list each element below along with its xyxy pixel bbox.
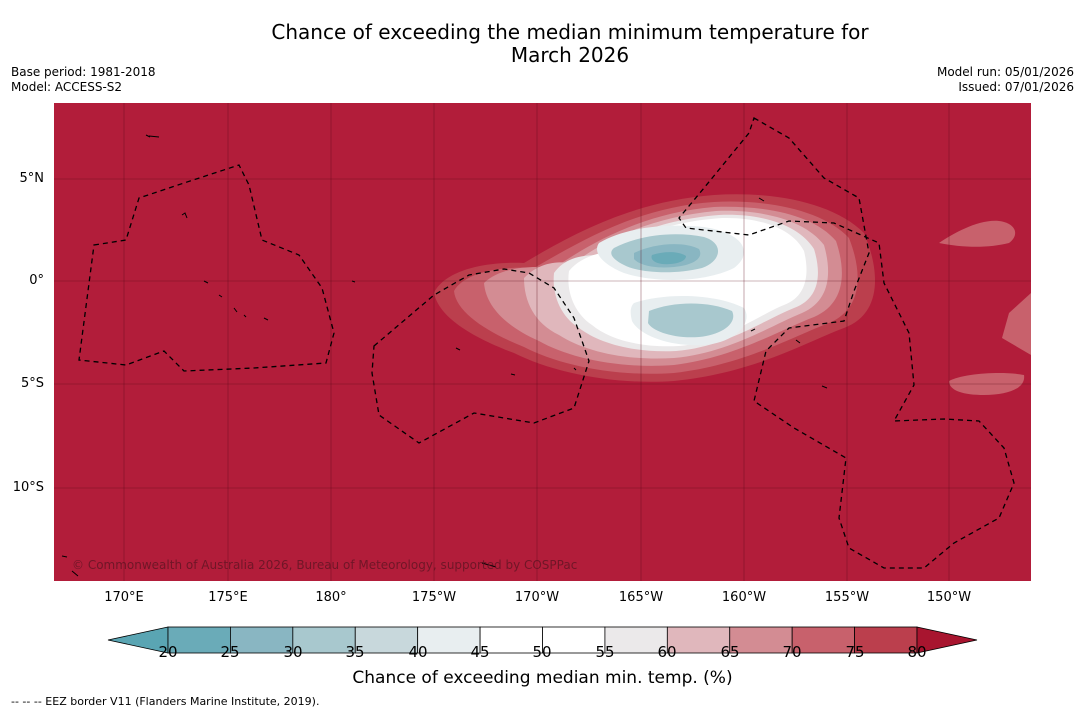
contour-20	[651, 252, 686, 265]
base-period-text: Base period: 1981-2018	[11, 65, 156, 79]
island-fragment	[61, 134, 828, 577]
lon-label-170e: 170°E	[104, 590, 144, 605]
model-run-text: Model run: 05/01/2026	[936, 65, 1074, 79]
colorbar-cell	[354, 626, 419, 654]
lon-label-155w: 155°W	[824, 590, 870, 605]
eez-borders	[78, 117, 1015, 569]
eez-border-tokelau	[371, 268, 590, 444]
map-panel: © Commonwealth of Australia 2026, Bureau…	[54, 103, 1031, 581]
lat-label-5n: 5°N	[19, 171, 45, 186]
lon-label-165w: 165°W	[618, 590, 664, 605]
lat-label-0: 0°	[29, 273, 44, 288]
colorbar-cell	[479, 626, 543, 654]
issued-text: Issued: 07/01/2026	[958, 80, 1074, 94]
colorbar-cell	[417, 626, 481, 654]
colorbar-cell	[666, 626, 731, 654]
colorbar-tick-50: 50	[532, 643, 552, 661]
colorbar-tick-20: 20	[158, 643, 178, 661]
lon-label-180: 180°	[315, 590, 347, 605]
map-title-line2: March 2026	[510, 43, 630, 67]
colorbar-cell	[729, 626, 793, 654]
map-title-line1: Chance of exceeding the median minimum t…	[271, 20, 869, 44]
colorbar-cell	[292, 626, 356, 654]
map-canvas: © Commonwealth of Australia 2026, Bureau…	[54, 103, 1031, 581]
colorbar-cells	[167, 626, 918, 654]
colorbar-cell	[167, 626, 231, 654]
meta-left: Base period: 1981-2018 Model: ACCESS-S2	[11, 65, 156, 95]
map-title: Chance of exceeding the median minimum t…	[170, 21, 970, 67]
colorbar-tick-70: 70	[782, 643, 802, 661]
lon-label-175w: 175°W	[411, 590, 457, 605]
meta-right: Model run: 05/01/2026 Issued: 07/01/2026	[937, 65, 1074, 95]
lat-label-10s: 10°S	[12, 480, 44, 495]
contour-patch-edge	[1002, 293, 1031, 355]
graticule	[54, 103, 1031, 581]
lat-label-5s: 5°S	[20, 376, 44, 391]
colorbar-over-arrow	[916, 626, 978, 654]
eez-footnote: -- -- -- EEZ border V11 (Flanders Marine…	[11, 695, 320, 708]
copyright-text: © Commonwealth of Australia 2026, Bureau…	[72, 558, 577, 572]
colorbar-tick-60: 60	[657, 643, 677, 661]
colorbar	[107, 626, 978, 654]
lon-label-150w: 150°W	[926, 590, 972, 605]
colorbar-cell	[230, 626, 294, 654]
colorbar-tick-45: 45	[470, 643, 490, 661]
colorbar-tick-30: 30	[283, 643, 303, 661]
coastlines	[61, 134, 828, 577]
colorbar-tick-80: 80	[907, 643, 927, 661]
contour-patch-ne	[939, 220, 1016, 247]
colorbar-tick-25: 25	[220, 643, 240, 661]
lon-label-175e: 175°E	[208, 590, 248, 605]
lon-label-170w: 170°W	[514, 590, 560, 605]
colorbar-title: Chance of exceeding median min. temp. (%…	[352, 668, 733, 688]
colorbar-tick-75: 75	[845, 643, 865, 661]
lon-label-160w: 160°W	[721, 590, 767, 605]
colorbar-tick-65: 65	[720, 643, 740, 661]
colorbar-tick-40: 40	[408, 643, 428, 661]
model-text: Model: ACCESS-S2	[11, 80, 123, 94]
colorbar-tick-35: 35	[345, 643, 365, 661]
colorbar-tick-55: 55	[595, 643, 615, 661]
